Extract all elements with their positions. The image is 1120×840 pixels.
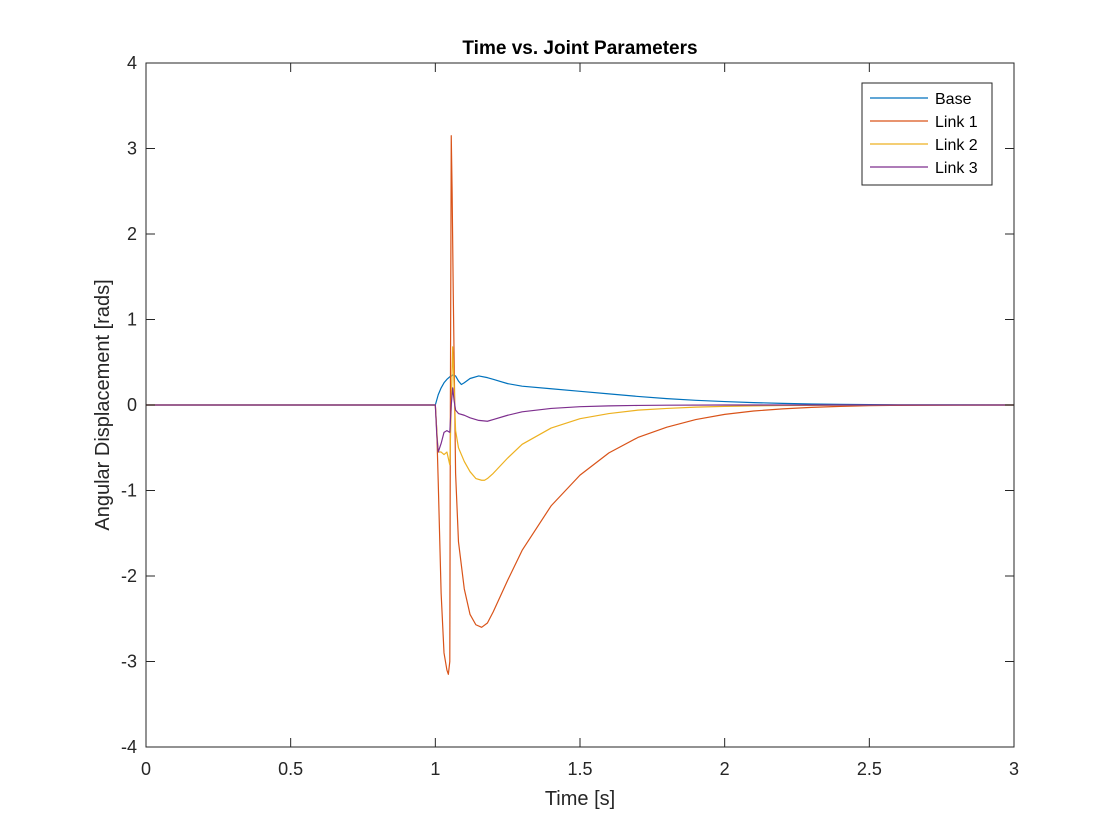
legend-label-4: Link 3 [935,160,978,177]
legend: Base Link 1 Link 2 Link 3 [861,82,993,186]
y-tick-label: 2 [127,224,137,244]
y-tick-label: 4 [127,53,137,73]
x-tick-label: 1 [430,759,440,779]
y-tick-label: -3 [121,652,137,672]
legend-label-3: Link 2 [935,137,978,154]
x-axis-label: Time [s] [545,788,615,810]
legend-label-1: Base [935,91,972,108]
series-group [146,135,1014,675]
x-tick-label: 2.5 [857,759,882,779]
series-line-4 [146,387,1014,453]
x-tick-label: 0 [141,759,151,779]
y-tick-label: -4 [121,737,137,757]
y-tick-label: -1 [121,481,137,501]
y-axis-label: Angular Displacement [rads] [92,279,114,530]
x-tick-label: 0.5 [278,759,303,779]
x-tick-label: 1.5 [567,759,592,779]
y-tick-label: -2 [121,566,137,586]
legend-label-2: Link 1 [935,114,978,131]
x-tick-label: 3 [1009,759,1019,779]
x-tick-label: 2 [720,759,730,779]
series-line-1 [146,374,1014,406]
legend-box [861,82,993,186]
y-tick-label: 3 [127,139,137,159]
chart-title: Time vs. Joint Parameters [462,38,697,59]
y-tick-label: 1 [127,310,137,330]
series-line-2 [146,135,1014,675]
y-tick-label: 0 [127,395,137,415]
